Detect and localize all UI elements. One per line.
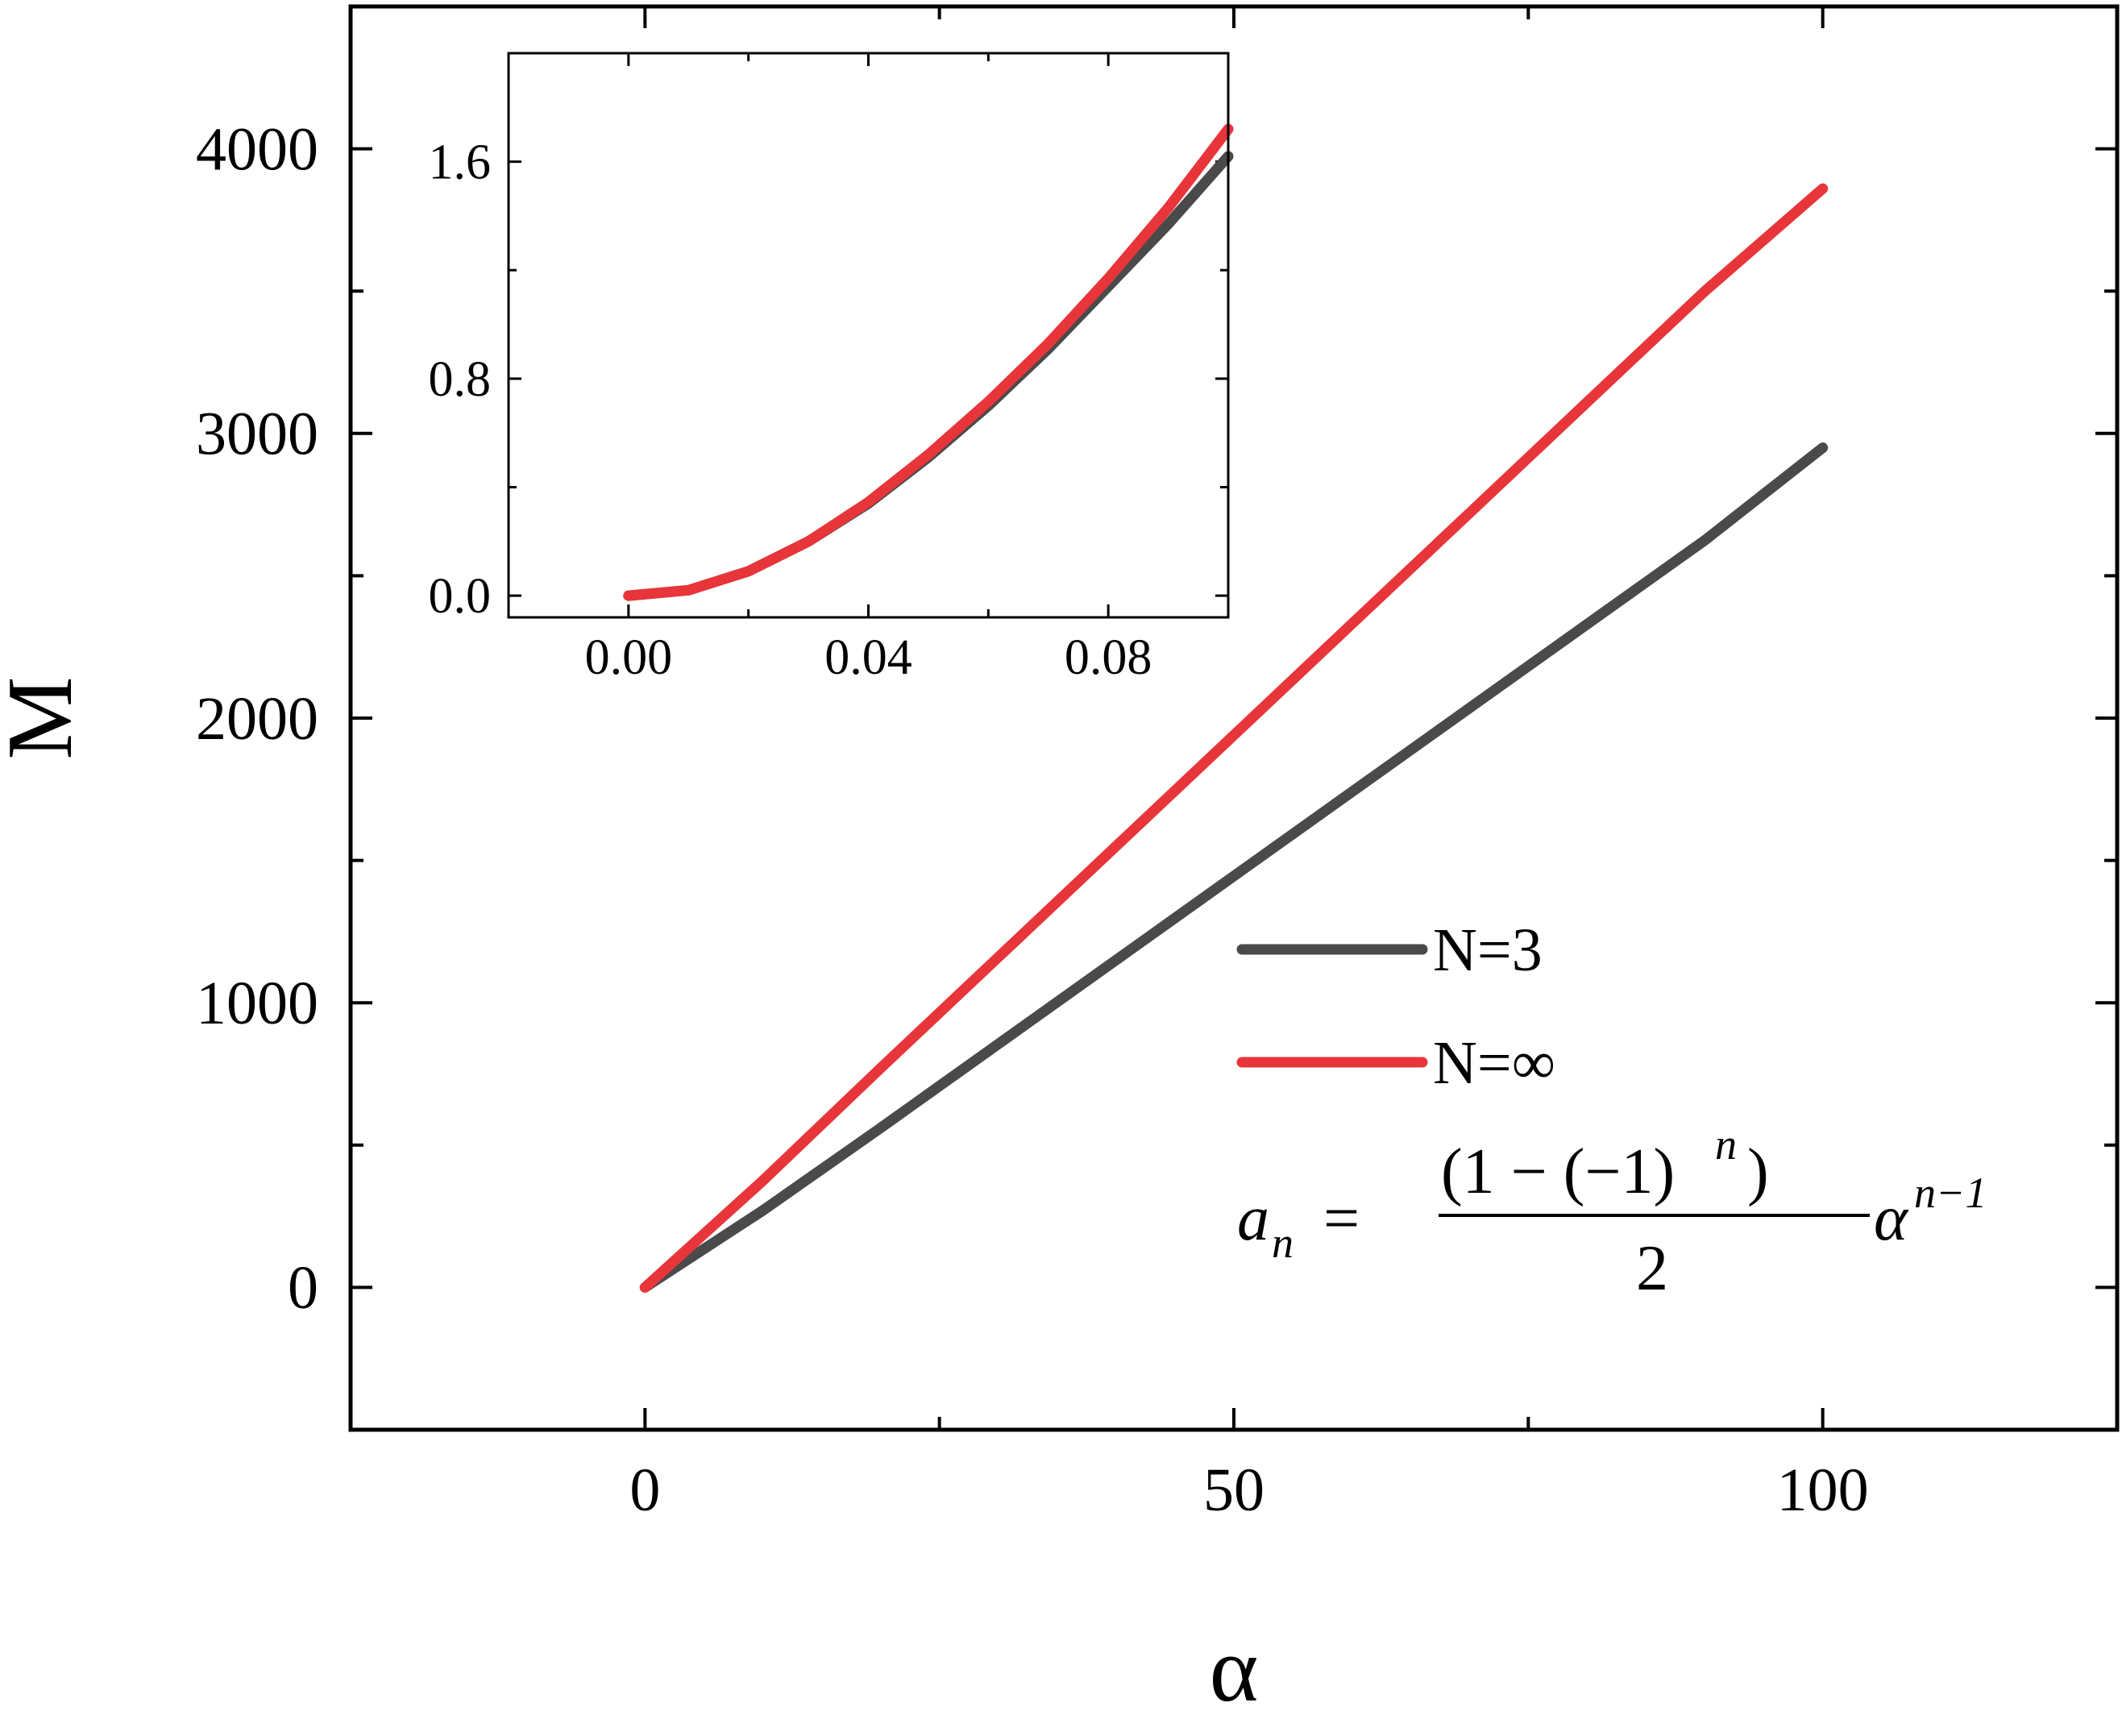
x-tick-label: 50 [1203, 1456, 1264, 1524]
y-axis-label: M [0, 676, 92, 759]
inset-plot: 0.00 0.04 0.08 0.0 0.8 1.6 [429, 52, 1234, 685]
y-tick-label: 1000 [196, 970, 318, 1037]
x-tick-label: 0.04 [824, 630, 912, 685]
x-tick-label: 0.00 [585, 630, 673, 685]
y-tick-label: 1.6 [429, 135, 492, 190]
main-ticks [351, 6, 2117, 1430]
x-axis-label: α [1210, 1618, 1259, 1721]
formula-lhs-subscript: n [1272, 1219, 1294, 1267]
series-line-ninf [639, 183, 1829, 1293]
inset-plot-frame [507, 52, 1230, 619]
x-tick-label: 0 [629, 1456, 660, 1524]
legend-label-ninf: N=∞ [1433, 1029, 1555, 1097]
formula-numerator: (1 − (−1) [1441, 1136, 1675, 1207]
formula-numerator-power: n [1715, 1120, 1737, 1169]
formula-alpha-power: n−1 [1914, 1169, 1987, 1217]
formula-annotation: a n = (1 − (−1) n ) 2 α n−1 [1237, 1120, 1987, 1304]
series-line-ninf [623, 123, 1234, 601]
inset-background [509, 53, 1228, 617]
inset-tick-labels: 0.00 0.04 0.08 0.0 0.8 1.6 [429, 135, 1152, 685]
formula-equals: = [1323, 1183, 1360, 1254]
legend: N=3 N=∞ [1236, 916, 1555, 1097]
y-tick-label: 4000 [196, 115, 318, 183]
y-tick-label: 0 [288, 1254, 318, 1322]
main-plot-frame [348, 4, 2120, 1432]
legend-label-n3: N=3 [1433, 916, 1543, 984]
y-tick-label: 0.0 [429, 569, 492, 624]
y-tick-label: 3000 [196, 401, 318, 468]
formula-numerator-close: ) [1747, 1136, 1769, 1207]
series-line-n3 [639, 442, 1829, 1293]
x-tick-label: 100 [1777, 1456, 1869, 1524]
x-tick-label: 0.08 [1065, 630, 1152, 685]
main-series [639, 183, 1829, 1293]
y-tick-label: 0.8 [429, 352, 492, 407]
inset-series [623, 123, 1234, 601]
formula-alpha: α [1874, 1183, 1909, 1254]
formula-lhs: a [1237, 1183, 1269, 1254]
formula-denominator: 2 [1636, 1233, 1668, 1304]
y-tick-label: 2000 [196, 685, 318, 753]
